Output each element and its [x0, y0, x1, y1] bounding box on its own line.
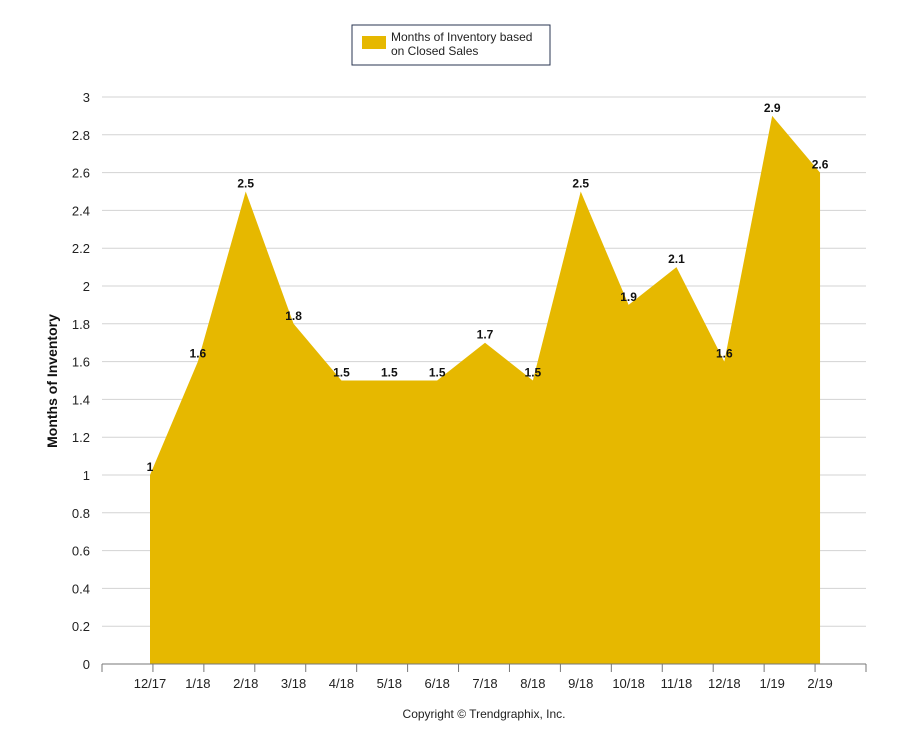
legend: Months of Inventory based on Closed Sale… — [351, 24, 551, 66]
y-tick-label: 2.8 — [72, 128, 90, 143]
data-label: 2.1 — [668, 252, 685, 266]
data-label: 1.5 — [429, 366, 446, 380]
y-axis-title: Months of Inventory — [44, 314, 60, 448]
legend-swatch — [362, 36, 386, 49]
copyright-footer: Copyright © Trendgraphix, Inc. — [403, 707, 566, 721]
y-tick-label: 2.4 — [72, 203, 90, 218]
data-label: 2.5 — [237, 177, 254, 191]
x-tick-label: 1/18 — [185, 676, 210, 691]
data-label: 1.9 — [620, 290, 637, 304]
x-tick-label: 2/19 — [807, 676, 832, 691]
area-fill — [150, 115, 821, 664]
data-label: 1 — [147, 460, 154, 474]
data-label: 2.5 — [572, 177, 589, 191]
x-tick-label: 12/17 — [134, 676, 167, 691]
area-series — [150, 115, 821, 664]
x-tick-label: 2/18 — [233, 676, 258, 691]
legend-text-line2: on Closed Sales — [391, 44, 478, 58]
x-tick-label: 3/18 — [281, 676, 306, 691]
data-labels: 1 1.6 2.5 1.8 1.5 1.5 1.5 1.7 1.5 2.5 1.9 2.1 1.6 2.9… — [147, 101, 829, 474]
legend-text-line1: Months of Inventory based — [391, 30, 532, 44]
data-label: 2.6 — [812, 158, 829, 172]
x-tick-label: 9/18 — [568, 676, 593, 691]
x-tick-label: 5/18 — [377, 676, 402, 691]
axes — [101, 663, 867, 672]
y-tick-label: 0.6 — [72, 544, 90, 559]
data-label: 1.6 — [190, 347, 207, 361]
y-tick-label: 2.2 — [72, 241, 90, 256]
data-label: 1.8 — [285, 309, 302, 323]
y-tick-label: 0.4 — [72, 581, 90, 596]
data-label: 1.5 — [381, 366, 398, 380]
data-label: 1.6 — [716, 347, 733, 361]
x-tick-label: 10/18 — [612, 676, 645, 691]
y-tick-label: 0 — [83, 657, 90, 672]
y-tick-label: 0.8 — [72, 506, 90, 521]
x-tick-label: 1/19 — [760, 676, 785, 691]
data-label: 2.9 — [764, 101, 781, 115]
y-tick-label: 1.2 — [72, 430, 90, 445]
x-tick-label: 8/18 — [520, 676, 545, 691]
y-tick-label: 3 — [83, 90, 90, 105]
x-tick-label: 6/18 — [425, 676, 450, 691]
y-tick-label: 2 — [83, 279, 90, 294]
y-tick-label: 1.8 — [72, 317, 90, 332]
data-label: 1.5 — [333, 366, 350, 380]
y-tick-label: 0.2 — [72, 619, 90, 634]
x-tick-labels: 12/17 1/18 2/18 3/18 4/18 5/18 6/18 7/18 8/18 9/1… — [134, 676, 833, 691]
x-tick-label: 7/18 — [472, 676, 497, 691]
y-tick-label: 1.6 — [72, 355, 90, 370]
y-tick-label: 2.6 — [72, 166, 90, 181]
data-label: 1.7 — [477, 328, 494, 342]
data-label: 1.5 — [525, 366, 542, 380]
x-tick-label: 4/18 — [329, 676, 354, 691]
y-tick-label: 1 — [83, 468, 90, 483]
x-tick-label: 11/18 — [661, 676, 693, 691]
y-tick-label: 1.4 — [72, 392, 90, 407]
y-tick-labels: 0 0.2 0.4 0.6 0.8 1 1.2 1.4 1.6 1.8 2 2.2 2.4 2.6 2.8 3 — [72, 90, 90, 672]
x-tick-label: 12/18 — [708, 676, 741, 691]
